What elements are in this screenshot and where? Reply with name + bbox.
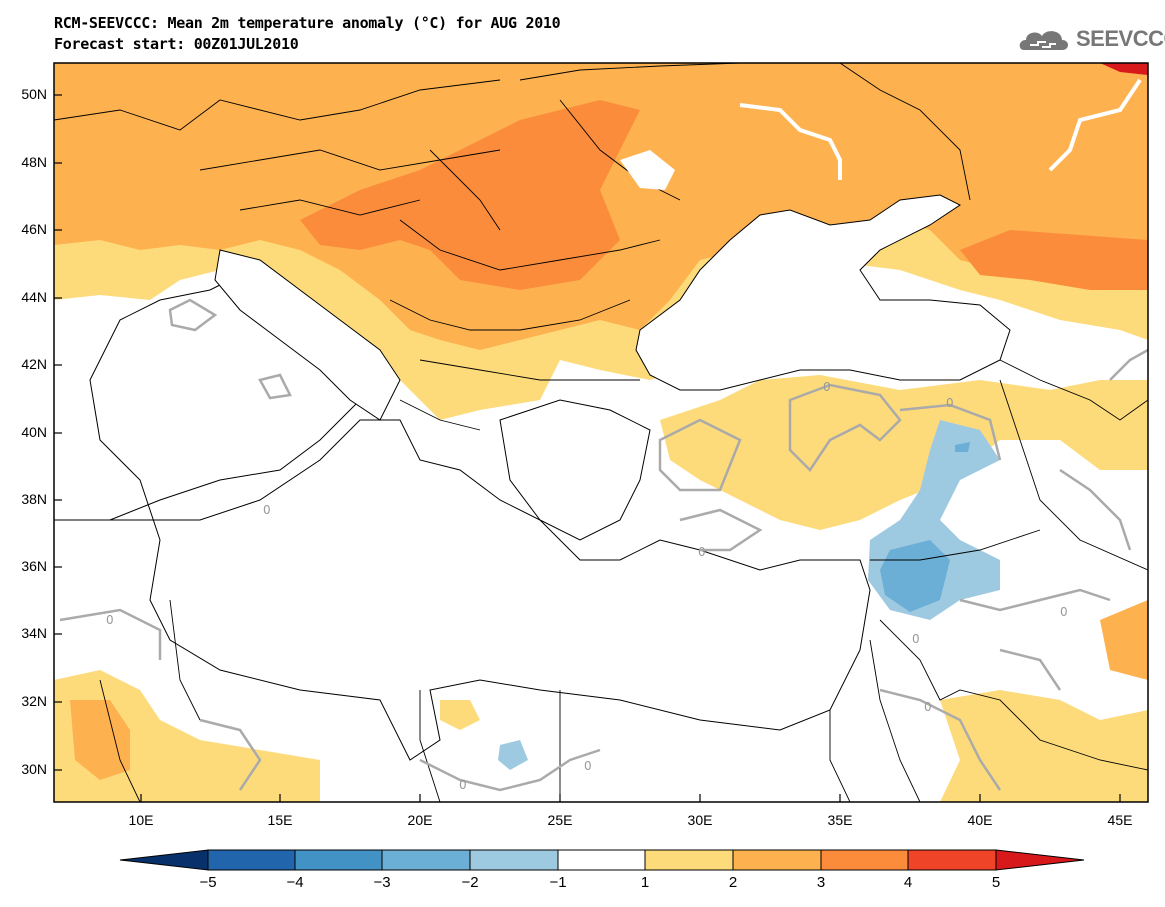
contour-label: 0	[584, 759, 592, 773]
lat-label: 44N	[21, 289, 47, 305]
colorbar-m5-m4	[207, 849, 296, 871]
contour-label: 0	[263, 503, 271, 517]
colorbar-m3-m2	[381, 849, 471, 871]
lat-label: 36N	[21, 558, 47, 574]
lat-label: 34N	[21, 625, 47, 641]
contour-label: 0	[1060, 605, 1068, 619]
lat-label: 40N	[21, 424, 47, 440]
cloud-icon	[1019, 31, 1068, 50]
lon-label: 35E	[827, 812, 853, 828]
colorbar-label: −5	[199, 874, 217, 891]
lon-label: 30E	[687, 812, 713, 828]
colorbar-2-3	[732, 849, 822, 871]
contour-label: 0	[459, 778, 467, 792]
lat-label: 50N	[21, 86, 47, 102]
anomaly-region-libya-negative	[498, 740, 528, 770]
zero-contour-labels: 0 0 0 0 0 0 0 0 0 0	[106, 380, 1068, 792]
lat-label: 48N	[21, 154, 47, 170]
contour-label: 0	[946, 396, 954, 410]
colorbar-1-2	[644, 849, 734, 871]
colorbar-m4-m3	[294, 849, 383, 871]
colorbar-label: 2	[728, 874, 738, 891]
colorbar-label: −3	[373, 874, 391, 891]
black-sea	[635, 194, 1011, 391]
lon-label: 20E	[407, 812, 433, 828]
anomaly-region-egypt-light	[940, 690, 1148, 802]
river-volga	[1048, 78, 1142, 172]
anomaly-region-gulf-medium	[1100, 600, 1148, 680]
anomaly-region-south-medium	[70, 700, 130, 780]
colorbar	[119, 849, 1085, 871]
contour-label: 0	[698, 545, 706, 559]
lat-label: 38N	[21, 491, 47, 507]
colorbar-label: −4	[286, 874, 304, 891]
anomaly-region-negative-small	[955, 442, 970, 452]
seevccc-logo: SEEVCCC	[1076, 26, 1165, 51]
adriatic-sea	[214, 249, 401, 421]
lake-white-patch	[620, 150, 675, 190]
river-dnieper	[739, 103, 842, 180]
lat-label: 46N	[21, 221, 47, 237]
lat-label: 42N	[21, 356, 47, 372]
colorbar-label: 3	[816, 874, 826, 891]
country-borders	[54, 63, 1148, 802]
map-title: RCM-SEEVCCC: Mean 2m temperature anomaly…	[54, 14, 561, 32]
anomaly-region-north-strong	[300, 100, 640, 290]
colorbar-label: 1	[640, 874, 650, 891]
lon-label: 40E	[967, 812, 993, 828]
zero-contours	[59, 298, 1148, 792]
lon-label: 25E	[547, 812, 573, 828]
contour-label: 0	[106, 613, 114, 627]
lat-label: 30N	[21, 761, 47, 777]
anomaly-region-east-strong	[960, 230, 1148, 290]
anomaly-region-libya-small	[440, 700, 480, 730]
colorbar-label: 4	[903, 874, 913, 891]
contour-label: 0	[823, 380, 831, 394]
lat-label: 32N	[21, 693, 47, 709]
anomaly-region-anatolia-light	[660, 375, 1148, 530]
colorbar-gt5	[995, 849, 1085, 871]
anomaly-region-ne-peak	[1100, 63, 1148, 75]
colorbar-m1-1	[557, 849, 646, 871]
contour-label: 0	[924, 700, 932, 714]
forecast-start-label: Forecast start: 00Z01JUL2010	[54, 35, 299, 53]
lon-label: 15E	[267, 812, 293, 828]
colorbar-label: 5	[991, 874, 1001, 891]
colorbar-lt-m5	[119, 849, 209, 871]
colorbar-m2-m1	[469, 849, 559, 871]
colorbar-3-4	[820, 849, 909, 871]
colorbar-label: −1	[549, 874, 567, 891]
colorbar-4-5	[907, 849, 997, 871]
aegean-sea	[499, 399, 651, 541]
axis-ticks	[54, 94, 1121, 802]
contour-label: 0	[912, 632, 920, 646]
colorbar-label: −2	[461, 874, 479, 891]
lon-label: 45E	[1107, 812, 1133, 828]
lon-label: 10E	[128, 812, 154, 828]
